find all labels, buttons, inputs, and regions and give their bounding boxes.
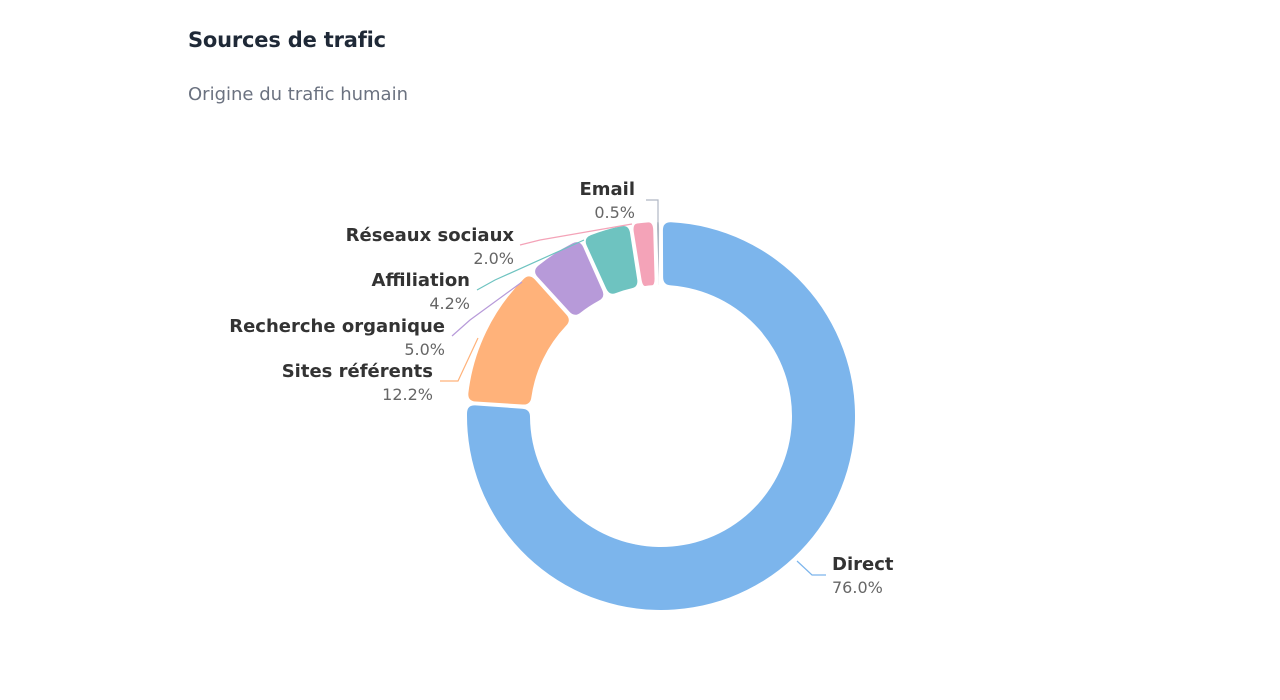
chart-header: Sources de trafic Origine du trafic huma…: [188, 28, 408, 105]
label-direct: Direct: [832, 554, 894, 575]
label-sites-referents: Sites référents: [282, 361, 433, 382]
label-email: Email: [579, 179, 635, 200]
connectors-group: [440, 199, 826, 576]
slices-group: [467, 222, 856, 611]
value-label-recherche-organique: 5.0%: [404, 340, 445, 359]
value-label-email: 0.5%: [594, 203, 635, 222]
value-label-reseaux-sociaux: 2.0%: [473, 249, 514, 268]
label-affiliation: Affiliation: [372, 270, 470, 291]
chart-subtitle: Origine du trafic humain: [188, 84, 408, 105]
value-label-affiliation: 4.2%: [429, 294, 470, 313]
connector-recherche-organique: [451, 281, 523, 337]
slice-direct[interactable]: [467, 222, 856, 611]
slice-affiliation[interactable]: [585, 225, 638, 294]
connector-affiliation: [476, 239, 585, 291]
value-label-sites-referents: 12.2%: [382, 385, 433, 404]
connector-direct: [796, 560, 826, 576]
slice-sites-referents[interactable]: [468, 276, 569, 405]
chart-title: Sources de trafic: [188, 28, 386, 52]
value-label-direct: 76.0%: [832, 578, 883, 597]
slice-email[interactable]: [657, 222, 660, 286]
connector-reseaux-sociaux: [519, 223, 633, 246]
connector-sites-referents: [440, 337, 479, 382]
labels-group: Direct 76.0% Sites référents 12.2% Recherche…: [229, 179, 894, 597]
slice-reseaux-sociaux[interactable]: [633, 222, 655, 286]
label-reseaux-sociaux: Réseaux sociaux: [346, 225, 515, 246]
slice-recherche-organique[interactable]: [535, 242, 604, 315]
label-recherche-organique: Recherche organique: [229, 316, 445, 337]
connector-email: [646, 199, 659, 230]
